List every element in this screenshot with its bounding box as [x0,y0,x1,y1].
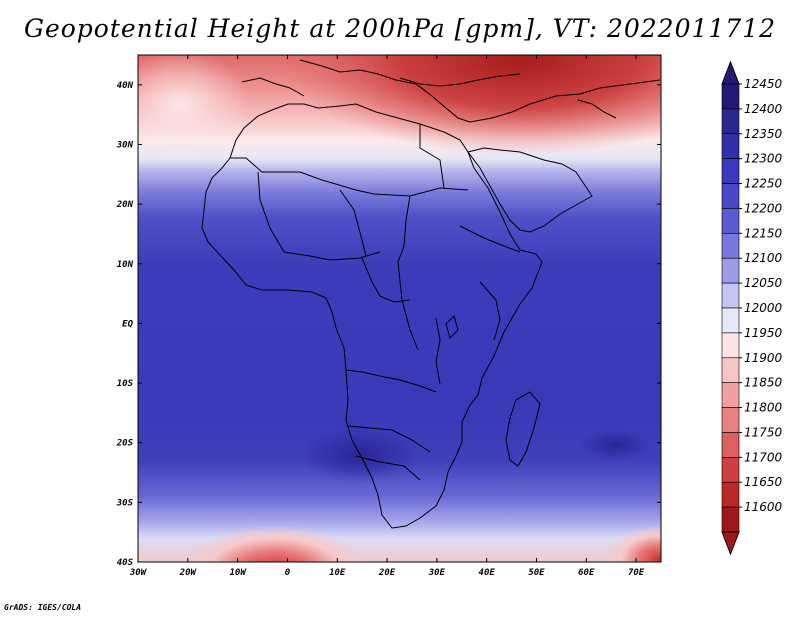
lon-tick-label: 70E [628,568,645,578]
colorbar-label: 11750 [744,425,783,439]
lat-tick-label: 20S [116,439,134,449]
colorbar-swatch [721,506,740,533]
map-frame [137,54,662,563]
colorbar-swatch [721,108,740,135]
colorbar-label: 11900 [744,351,783,365]
colorbar-label: 11650 [744,475,783,489]
colorbar: 12450 12400 12350 12300 12250 12200 12150 12100… [721,60,783,556]
lat-tick-label: 40S [117,558,134,568]
colorbar-swatch [721,432,740,458]
colorbar-swatch [721,307,740,334]
grads-credit: GrADS: IGES/COLA [4,603,82,612]
colorbar-label: 12050 [744,276,783,290]
colorbar-swatch [721,208,740,234]
colorbar-swatch [721,257,740,284]
lon-tick-label: 20W [179,568,198,578]
colorbar-label: 11700 [744,450,783,464]
colorbar-swatch [721,457,740,483]
colorbar-label: 12000 [744,301,783,315]
colorbar-label: 12350 [744,127,783,141]
colorbar-swatch [721,83,740,110]
colorbar-label: 12400 [744,102,783,116]
colorbar-label: 11950 [744,326,783,340]
lon-tick-label: 20E [378,568,396,578]
lon-tick-label: 10W [229,568,247,578]
colorbar-swatch [721,282,740,309]
map-title: Geopotential Height at 200hPa [gpm], VT:… [23,14,777,43]
colorbar-label: 11600 [744,500,783,514]
lon-tick-label: 60E [578,568,595,578]
lat-tick-label: 20N [116,200,134,210]
colorbar-top-arrow [721,60,740,85]
lon-tick-label: 10E [329,568,346,578]
lat-tick-label: 10S [117,379,134,389]
colorbar-bottom-arrow [721,531,740,556]
lat-tick-label: 10N [117,260,134,270]
lon-tick-label: 50E [528,568,545,578]
lat-tick-label: EQ [122,319,133,329]
colorbar-swatch [721,233,740,259]
colorbar-swatch [721,133,740,159]
lat-tick-label: 30S [116,498,134,508]
lon-tick-label: 0 [285,568,291,578]
height-field [138,55,661,562]
coastlines [201,59,661,529]
lon-tick-label: 30W [129,568,148,578]
lon-tick-label: 30E [428,568,446,578]
lat-tick-label: 40N [117,81,134,91]
colorbar-label: 12100 [744,251,783,265]
latitude-axis: 40N 30N 20N 10N EQ 10S 20S 30S 40S [116,81,661,568]
colorbar-label: 12450 [744,77,783,91]
colorbar-swatch [721,183,740,209]
colorbar-label: 11800 [744,401,783,415]
colorbar-swatch [721,332,740,359]
longitude-axis: 30W 20W 10W 0 10E 20E 30E 40E 50E 60E 70E [129,55,645,578]
colorbar-label: 11850 [744,376,783,390]
lon-tick-label: 40E [479,568,496,578]
colorbar-swatch [721,357,740,383]
colorbar-label: 12250 [744,177,783,191]
lat-tick-label: 30N [116,140,134,150]
colorbar-label: 12300 [744,152,783,166]
colorbar-swatch [721,158,740,184]
colorbar-label: 12150 [744,226,783,240]
colorbar-swatch [721,481,740,508]
colorbar-swatch [721,382,740,408]
colorbar-swatch [721,407,740,433]
colorbar-label: 12200 [744,201,783,215]
